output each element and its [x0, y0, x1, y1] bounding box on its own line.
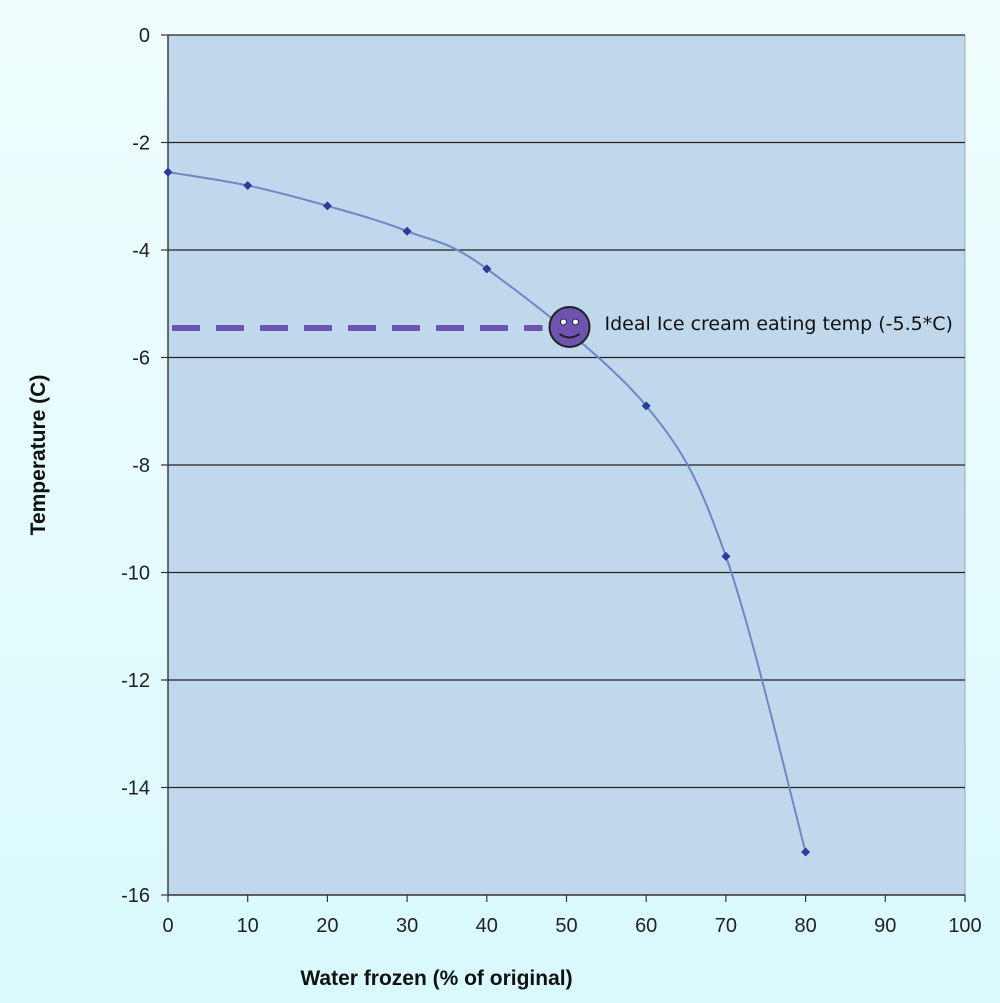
smiley-face-outline: [548, 305, 591, 348]
data-point-marker: [243, 181, 253, 190]
y-tick-label: -6: [132, 348, 150, 370]
data-point-marker: [402, 226, 412, 236]
grid-lines: [168, 34, 965, 789]
y-tick-label: -8: [132, 455, 150, 477]
data-point-marker: [322, 201, 332, 211]
data-point-marker: [641, 401, 651, 411]
x-tick-label: 60: [635, 915, 657, 937]
x-tick-label: 50: [555, 915, 577, 937]
x-tick-label: 100: [948, 915, 981, 937]
smiley-face-icon: [548, 305, 591, 348]
series-line: [167, 171, 807, 853]
y-tick-label: -12: [121, 670, 150, 692]
x-axis-title: Water frozen (% of original): [300, 967, 572, 990]
data-point-marker: [482, 264, 492, 274]
data-point-marker: [163, 167, 173, 177]
smiley-left-eye: [560, 318, 567, 326]
x-tick-label: 0: [162, 915, 173, 937]
y-tick-label: 0: [139, 25, 150, 47]
y-tick-label: -2: [132, 133, 150, 155]
x-tick-label: 80: [794, 915, 816, 937]
data-series: [163, 167, 811, 857]
y-tick-label: -16: [121, 885, 150, 907]
y-tick-label: -4: [132, 240, 150, 262]
x-tick-label: 90: [874, 915, 896, 937]
y-tick-label: -14: [121, 778, 150, 800]
x-tick-label: 30: [396, 915, 418, 937]
x-tick-label: 70: [715, 915, 737, 937]
data-point-marker: [801, 847, 811, 857]
annotation-label: Ideal Ice cream eating temp (-5.5*C): [605, 313, 953, 335]
x-tick-label: 20: [316, 915, 338, 937]
axes: 0 -2 -4 -6 -8 -10 -12 -14 -16 0 10 20 30 40 50 60 70 80 90…: [121, 25, 982, 937]
smiley-right-eye: [572, 318, 579, 326]
y-axis-title: Temperature (C): [27, 375, 50, 536]
x-tick-label: 40: [476, 915, 498, 937]
data-point-marker: [721, 551, 731, 561]
x-tick-label: 10: [237, 915, 259, 937]
y-tick-label: -10: [121, 563, 150, 585]
smiley-mouth: [558, 333, 581, 339]
annotation-group: Ideal Ice cream eating temp (-5.5*C): [172, 305, 953, 348]
